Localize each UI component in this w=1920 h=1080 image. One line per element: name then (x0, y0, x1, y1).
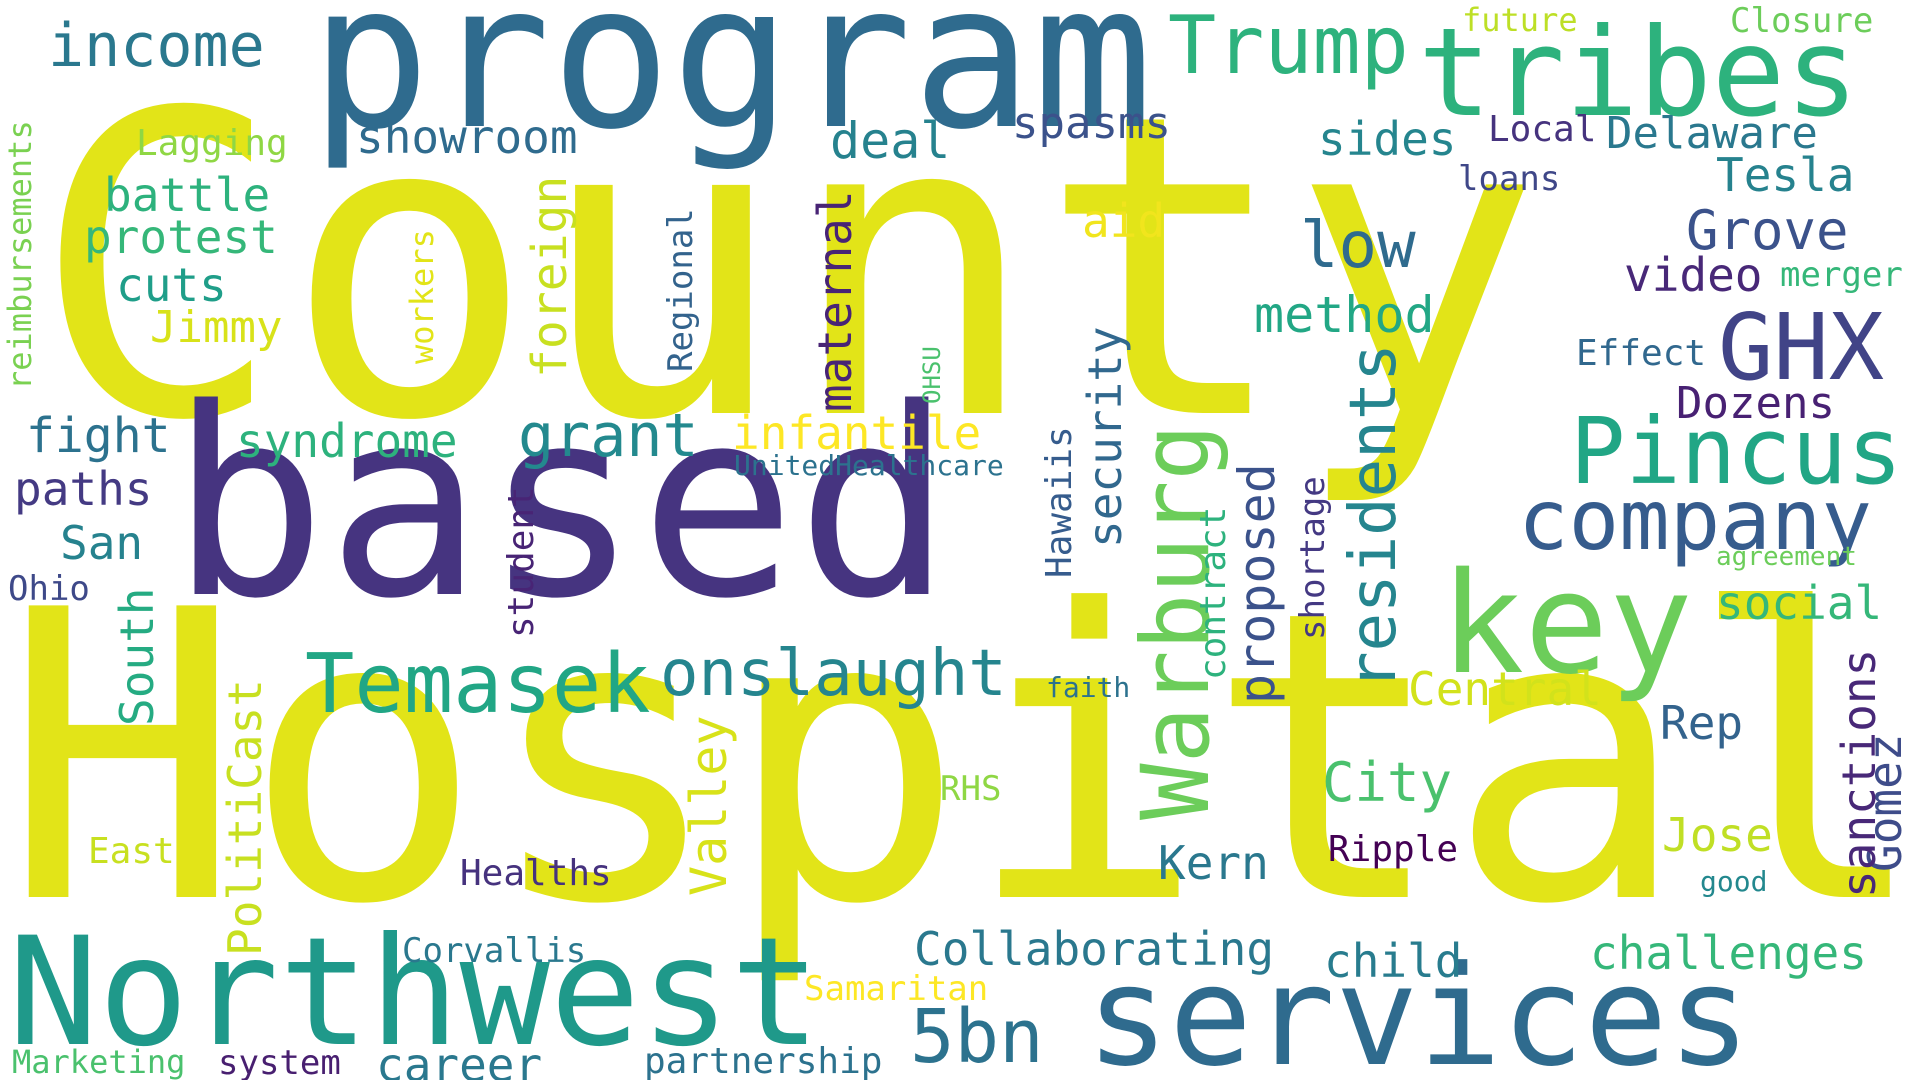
word-marketing: Marketing (12, 1043, 186, 1080)
word-ripple: Ripple (1328, 829, 1459, 870)
word-aid: aid (1082, 194, 1166, 248)
word-regional: Regional (661, 208, 701, 372)
word-dozens: Dozens (1676, 378, 1835, 429)
word-residents: residents (1337, 343, 1411, 690)
word-temasek: Temasek (305, 637, 651, 732)
word-system: system (218, 1043, 341, 1080)
word-low: low (1300, 209, 1416, 283)
word-infantile: infantile (732, 406, 982, 460)
word-local: Local (1488, 109, 1597, 150)
word-shortage: shortage (1293, 476, 1333, 640)
word-central: Central (1408, 662, 1602, 716)
word-partnership: partnership (644, 1041, 883, 1080)
word-samaritan: Samaritan (804, 969, 989, 1009)
word-maternal: maternal (808, 190, 862, 412)
word-social: social (1716, 576, 1883, 630)
word-key: key (1440, 543, 1693, 706)
word-ghx: GHX (1718, 294, 1885, 401)
word-politicast: PolitiCast (218, 679, 272, 956)
word-rep: Rep (1660, 696, 1744, 750)
word-valley: Valley (680, 715, 738, 896)
word-corvallis: Corvallis (402, 931, 587, 971)
word-onslaught: onslaught (660, 637, 1007, 711)
word-city: City (1322, 751, 1453, 814)
word-grant: grant (518, 401, 699, 471)
word-ohio: Ohio (8, 569, 90, 609)
word-collaborating: Collaborating (914, 922, 1275, 976)
word-sanctions: sanctions (1832, 648, 1886, 898)
word-rhs: RHS (940, 769, 1002, 809)
word-closure: Closure (1730, 1, 1874, 41)
word-loans: loans (1458, 159, 1561, 199)
word-hospital: Hospital (2, 527, 1920, 992)
word-5bn: 5bn (910, 994, 1044, 1080)
word-lagging: Lagging (136, 123, 288, 164)
word-program: program (310, 0, 1153, 174)
word-cuts: cuts (116, 258, 227, 312)
word-county: County (32, 25, 1542, 512)
word-tesla: Tesla (1716, 148, 1855, 202)
word-delaware: Delaware (1606, 108, 1818, 159)
word-spasms: spasms (1012, 98, 1171, 149)
word-paths: paths (14, 462, 153, 516)
word-method: method (1254, 286, 1435, 344)
word-san: San (60, 516, 144, 570)
word-grove: Grove (1686, 199, 1849, 262)
word-contract: contract (1193, 506, 1234, 680)
word-effect: Effect (1576, 333, 1707, 374)
word-unitedhealthcare: UnitedHealthcare (734, 449, 1004, 482)
word-agreement: agreement (1716, 542, 1857, 572)
word-video: video (1624, 248, 1763, 302)
word-hawaiis: Hawaiis (1039, 426, 1080, 578)
word-ohsu: OHSU (918, 346, 946, 404)
word-jimmy: Jimmy (150, 302, 283, 353)
word-merger: merger (1780, 255, 1903, 295)
word-trump: Trump (1168, 0, 1409, 92)
word-company: company (1518, 471, 1873, 569)
word-faith: faith (1046, 671, 1131, 704)
word-pincus: Pincus (1570, 398, 1903, 505)
word-battle: battle (104, 168, 271, 222)
word-healths: Healths (460, 853, 612, 894)
word-syndrome: syndrome (236, 414, 458, 468)
word-future: future (1462, 1, 1578, 39)
word-security: security (1078, 326, 1132, 548)
word-income: income (48, 11, 265, 81)
word-good: good (1700, 865, 1768, 898)
word-challenges: challenges (1590, 926, 1867, 980)
word-child: child (1324, 934, 1463, 988)
word-showroom: showroom (356, 110, 578, 164)
word-northwest: Northwest (8, 906, 821, 1080)
word-fight: fight (26, 408, 171, 464)
word-foreign: foreign (522, 175, 578, 378)
word-kern: Kern (1158, 836, 1269, 890)
word-east: East (88, 831, 175, 872)
word-proposed: proposed (1228, 463, 1286, 704)
word-career: career (376, 1038, 543, 1080)
word-deal: deal (830, 112, 951, 170)
word-workers: workers (403, 229, 441, 364)
word-services: services (1086, 936, 1751, 1080)
word-protest: protest (84, 210, 278, 264)
word-tribes: tribes (1418, 2, 1859, 144)
word-student: student (501, 486, 542, 638)
word-jose: Jose (1662, 808, 1773, 862)
word-based: based (170, 354, 953, 656)
word-south: South (110, 587, 164, 726)
word-reimbursements: reimbursements (1, 120, 39, 390)
word-sides: sides (1318, 112, 1457, 166)
